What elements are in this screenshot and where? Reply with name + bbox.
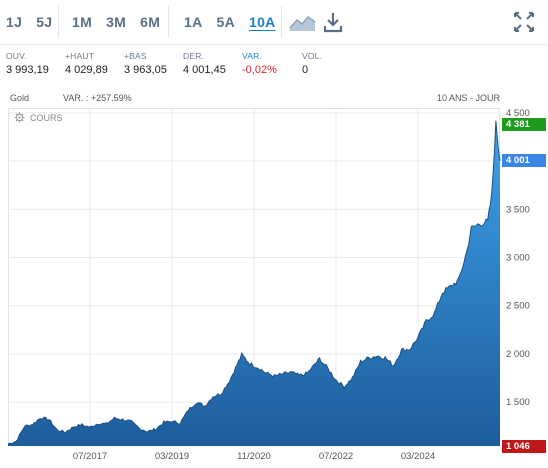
instrument-name: Gold [10,93,30,103]
y-tick-label: 2 500 [506,301,530,312]
long-period-group: 1A 5A 10A [184,0,290,44]
price-line [7,120,501,445]
low-price-tag: 1 046 [502,439,546,453]
quote-high: +HAUT 4 029,89 [65,51,108,76]
open-value: 3 993,19 [6,64,49,76]
period-1m[interactable]: 1M [72,14,93,30]
period-1a[interactable]: 1A [184,14,203,30]
quote-low: +BAS 3 963,05 [124,51,167,76]
series-name: COURS [30,112,63,123]
x-tick-label: 07/2017 [73,451,107,462]
period-5j[interactable]: 5J [36,14,53,30]
quote-last: DER. 4 001,45 [183,51,226,76]
high-value: 4 029,89 [65,64,108,76]
open-label: OUV. [6,51,27,61]
fullscreen-icon[interactable] [513,11,535,33]
x-tick-label: 07/2022 [319,451,353,462]
y-tick-label: 3 500 [506,204,530,215]
toolbar-divider [168,6,169,38]
period-variation: VAR. : +257.59% [63,93,132,103]
quote-summary: OUV. 3 993,19 +HAUT 4 029,89 +BAS 3 963,… [0,51,548,83]
x-tick-label: 03/2024 [401,451,435,462]
chart-header: Gold VAR. : +257.59% 10 ANS - JOUR [0,93,548,107]
short-period-group: 1J 5J [6,0,66,44]
last-price-tag: 4 001 [502,154,546,168]
variation-value: -0,02% [242,64,277,76]
period-6m[interactable]: 6M [140,14,161,30]
x-tick-label: 03/2019 [155,451,189,462]
gear-icon[interactable] [14,112,25,123]
last-value: 4 001,45 [183,64,226,76]
chart-range: 10 ANS - JOUR [436,93,500,103]
period-1j[interactable]: 1J [6,14,23,30]
quote-volume: VOL. 0 [302,51,322,76]
variation-label: VAR. [242,51,263,61]
high-label: +HAUT [65,51,95,61]
price-area [8,120,500,446]
series-legend[interactable]: COURS [14,112,63,123]
last-label: DER. [183,51,205,61]
area-chart-icon[interactable] [289,12,317,32]
high-price-tag: 4 381 [502,117,546,131]
volume-label: VOL. [302,51,323,61]
y-tick-label: 1 500 [506,397,530,408]
y-tick-label: 3 000 [506,253,530,264]
period-10a[interactable]: 10A [249,14,276,30]
x-tick-label: 11/2020 [237,451,271,462]
mid-period-group: 1M 3M 6M [72,0,174,44]
toolbar-divider [58,6,59,38]
y-tick-label: 2 000 [506,349,530,360]
volume-value: 0 [302,64,309,76]
period-5a[interactable]: 5A [216,14,235,30]
toolbar-divider [281,6,282,38]
low-value: 3 963,05 [124,64,167,76]
y-tick-label: 4 500 [506,108,530,119]
quote-open: OUV. 3 993,19 [6,51,49,76]
download-icon[interactable] [323,11,343,33]
low-label: +BAS [124,51,147,61]
period-3m[interactable]: 3M [106,14,127,30]
period-toolbar: 1J 5J 1M 3M 6M 1A 5A 10A [0,0,548,45]
quote-variation: VAR. -0,02% [242,51,277,76]
